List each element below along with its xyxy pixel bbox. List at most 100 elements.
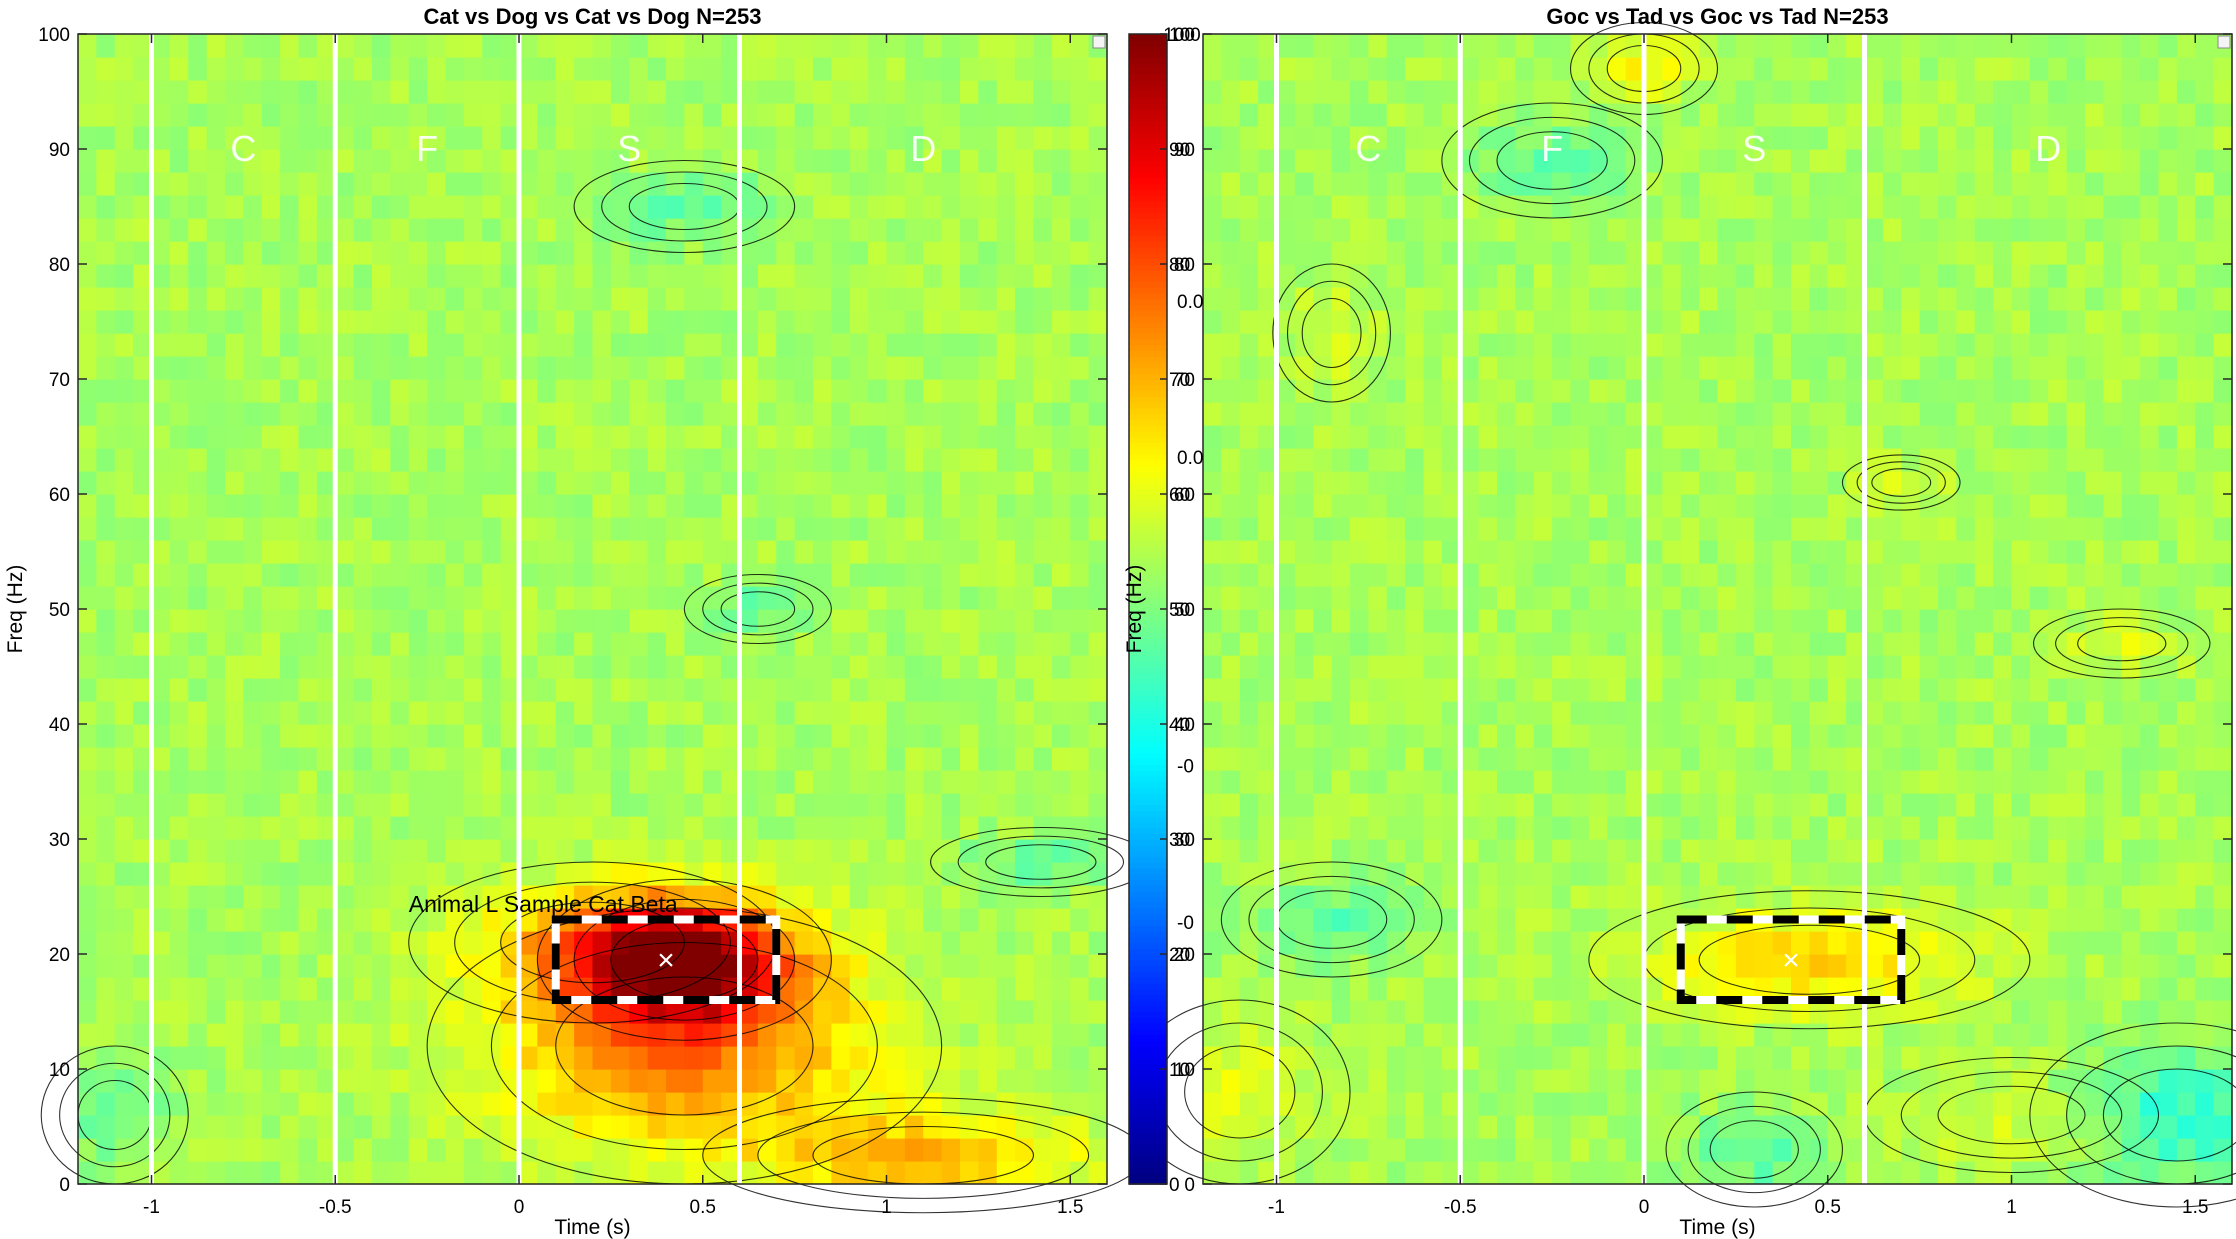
- heatmap-cell: [666, 586, 685, 610]
- heatmap-cell: [316, 862, 336, 886]
- heatmap-cell: [372, 103, 391, 127]
- heatmap-cell: [941, 1023, 961, 1047]
- heatmap-cell: [1588, 517, 1608, 541]
- heatmap-cell: [1680, 1138, 1700, 1162]
- heatmap-cell: [537, 149, 557, 173]
- heatmap-cell: [1258, 103, 1278, 127]
- heatmap-cell: [647, 839, 667, 863]
- heatmap-cell: [243, 954, 263, 978]
- heatmap-cell: [1350, 126, 1369, 150]
- heatmap-cell: [1938, 839, 1957, 863]
- heatmap-cell: [555, 57, 575, 81]
- heatmap-cell: [482, 57, 502, 81]
- heatmap-cell: [151, 1069, 171, 1093]
- heatmap-cell: [1386, 57, 1406, 81]
- heatmap-cell: [1938, 264, 1957, 288]
- heatmap-cell: [133, 149, 153, 173]
- heatmap-cell: [537, 517, 557, 541]
- heatmap-cell: [555, 1092, 575, 1116]
- heatmap-cell: [978, 678, 998, 702]
- heatmap-cell: [776, 1023, 796, 1047]
- heatmap-cell: [1051, 770, 1071, 794]
- heatmap-cell: [647, 264, 667, 288]
- heatmap-cell: [353, 563, 373, 587]
- heatmap-cell: [794, 701, 814, 725]
- heatmap-cell: [1864, 862, 1884, 886]
- heatmap-cell: [904, 34, 924, 58]
- heatmap-cell: [1070, 402, 1090, 426]
- heatmap-cell: [1221, 126, 1241, 150]
- heatmap-cell: [1809, 103, 1829, 127]
- heatmap-cell: [1735, 1161, 1755, 1185]
- heatmap-cell: [206, 34, 226, 58]
- heatmap-cell: [482, 80, 502, 104]
- heatmap-cell: [574, 793, 594, 817]
- heatmap-cell: [684, 1161, 704, 1185]
- heatmap-cell: [1533, 149, 1553, 173]
- heatmap-cell: [1239, 1023, 1259, 1047]
- heatmap-cell: [776, 57, 796, 81]
- heatmap-cell: [813, 908, 832, 932]
- heatmap-cell: [1368, 908, 1388, 932]
- heatmap-cell: [78, 1046, 97, 1070]
- heatmap-cell: [868, 287, 888, 311]
- heatmap-cell: [1276, 885, 1296, 909]
- heatmap-cell: [794, 1138, 814, 1162]
- heatmap-cell: [555, 862, 575, 886]
- heatmap-cell: [1203, 264, 1222, 288]
- phase-label: C: [230, 128, 256, 169]
- heatmap-cell: [831, 494, 851, 518]
- heatmap-cell: [996, 747, 1016, 771]
- heatmap-cell: [1203, 1046, 1222, 1070]
- heatmap-cell: [757, 218, 777, 242]
- heatmap-cell: [114, 1000, 134, 1024]
- heatmap-cell: [1239, 747, 1259, 771]
- heatmap-cell: [1203, 885, 1222, 909]
- heatmap-cell: [868, 724, 888, 748]
- heatmap-cell: [1717, 241, 1737, 265]
- heatmap-cell: [941, 954, 961, 978]
- heatmap-cell: [298, 977, 318, 1001]
- heatmap-cell: [463, 379, 483, 403]
- heatmap-cell: [794, 977, 814, 1001]
- heatmap-cell: [868, 218, 888, 242]
- contour-line: [59, 1062, 171, 1168]
- heatmap-cell: [904, 724, 924, 748]
- heatmap-cell: [1423, 471, 1443, 495]
- heatmap-cell: [1313, 195, 1333, 219]
- heatmap-cell: [96, 517, 116, 541]
- heatmap-cell: [1239, 264, 1259, 288]
- heatmap-cell: [1588, 80, 1608, 104]
- heatmap-cell: [1827, 678, 1847, 702]
- heatmap-cell: [574, 931, 594, 955]
- heatmap-cell: [1901, 586, 1921, 610]
- heatmap-cell: [868, 1046, 888, 1070]
- heatmap-cell: [1846, 494, 1866, 518]
- heatmap-cell: [666, 724, 685, 748]
- heatmap-cell: [555, 701, 575, 725]
- heatmap-cell: [1644, 103, 1663, 127]
- heatmap-cell: [78, 149, 97, 173]
- heatmap-cell: [629, 1138, 649, 1162]
- heatmap-cell: [1662, 839, 1682, 863]
- heatmap-cell: [316, 678, 336, 702]
- heatmap-cell: [1938, 448, 1957, 472]
- heatmap-cell: [1441, 264, 1461, 288]
- heatmap-cell: [427, 310, 447, 334]
- heatmap-cell: [886, 931, 906, 955]
- heatmap-cell: [169, 724, 189, 748]
- heatmap-cell: [960, 954, 979, 978]
- heatmap-cell: [1956, 770, 1976, 794]
- heatmap-cell: [1405, 1138, 1425, 1162]
- heatmap-cell: [1015, 1046, 1035, 1070]
- heatmap-cell: [1588, 1138, 1608, 1162]
- heatmap-cell: [1791, 80, 1810, 104]
- heatmap-cell: [1497, 977, 1516, 1001]
- heatmap-cell: [996, 770, 1016, 794]
- heatmap-cell: [1497, 839, 1516, 863]
- heatmap-cell: [1350, 34, 1369, 58]
- heatmap-cell: [960, 471, 979, 495]
- heatmap-cell: [482, 609, 502, 633]
- heatmap-cell: [1772, 195, 1792, 219]
- heatmap-cell: [114, 80, 134, 104]
